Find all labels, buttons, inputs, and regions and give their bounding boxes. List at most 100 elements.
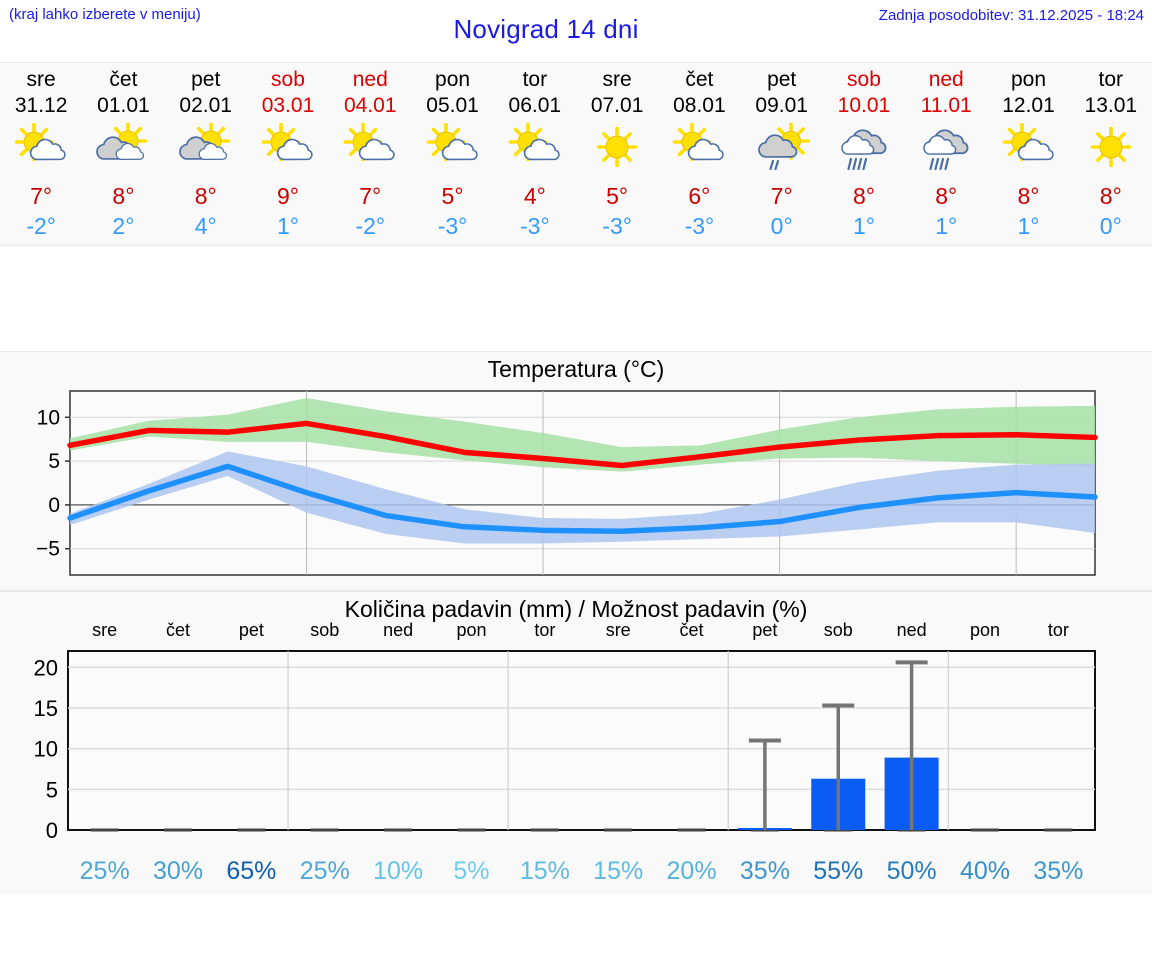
temperature-min: -3° [520,213,550,239]
sun-cloud-icon [411,121,493,175]
precipitation-day-label: čet [679,620,704,640]
spacer [0,246,1152,351]
day-date: 03.01 [261,94,315,117]
precipitation-chart-plot: 0 5 10 15 20 [0,645,1152,848]
svg-text:5: 5 [48,450,60,473]
sun-cloud-icon [987,121,1069,175]
temperature-min: 2° [112,213,135,239]
day-name: pet [191,68,221,91]
page-header: (kraj lahko izberete v meniju) Novigrad … [0,0,1152,62]
day-name: sob [847,68,881,91]
cloud-sun-icon [165,121,247,175]
svg-text:0: 0 [48,494,60,517]
precipitation-probability: 20% [666,856,717,885]
precipitation-chart-title: Količina padavin (mm) / Možnost padavin … [344,596,808,622]
precipitation-day-label: pet [238,620,264,640]
svg-text:10: 10 [34,737,58,762]
day-column[interactable]: sob 03.01 9° 1° [247,63,329,245]
svg-text:−5: −5 [36,538,60,561]
day-date: 05.01 [426,94,479,117]
precipitation-probability: 25% [79,856,130,885]
day-name: čet [109,68,138,91]
day-name: ned [928,68,964,91]
day-name: sre [602,68,632,91]
sun-cloud-icon [494,121,576,175]
temperature-max: 5° [606,183,629,209]
day-name: pon [435,68,471,91]
temperature-max: 5° [441,183,464,209]
day-name: pon [1010,68,1047,91]
svg-text:5: 5 [46,777,58,802]
day-column[interactable]: tor 13.01 8° 0° [1070,63,1152,245]
day-column[interactable]: pet 02.01 8° 4° [165,63,247,245]
day-column[interactable]: tor 06.01 4° -3° [494,63,576,245]
temperature-max: 8° [852,183,875,209]
day-date: 10.01 [837,94,891,117]
precipitation-day-label: sre [605,620,631,640]
precipitation-day-labels: sre čet pet sob ned pon tor sre čet pet sob ned pon t… [0,620,1152,641]
temperature-min: 1° [935,213,958,239]
day-column[interactable]: čet 08.01 6° -3° [658,63,740,245]
precipitation-probability: 50% [886,856,937,885]
day-date: 01.01 [97,94,150,117]
temperature-max: 7° [30,183,53,209]
precipitation-probability-row: 25% 30% 65% 25% 10% 5% 15% 15% 20% 35% 55% 50% 40% 35… [0,848,1152,894]
sun-cloud-rain-icon [741,121,823,175]
temperature-max: 9° [276,183,299,209]
temperature-max: 6° [688,183,711,209]
day-name: sob [271,68,305,91]
cloud-rain-icon [905,121,987,175]
temperature-min: 1° [852,213,875,239]
sun-icon [576,121,658,175]
temperature-max: 4° [523,183,546,209]
day-name: čet [685,68,714,91]
sun-cloud-icon [0,121,82,175]
cloud-rain-icon [823,121,905,175]
day-column[interactable]: sre 31.12 7° -2° [0,63,82,245]
svg-text:10: 10 [37,406,60,429]
temperature-max: 8° [1017,183,1040,209]
precipitation-probability: 10% [373,856,424,885]
day-date: 13.01 [1084,94,1138,117]
day-column[interactable]: čet 01.01 8° 2° [82,63,164,245]
precipitation-day-label: pet [752,620,778,640]
svg-text:0: 0 [46,818,58,843]
day-column[interactable]: ned 04.01 7° -2° [329,63,411,245]
temperature-min: 0° [1099,213,1122,239]
temperature-max: 7° [359,183,382,209]
precipitation-probability: 30% [153,856,204,885]
precipitation-probability: 15% [519,856,570,885]
temperature-max: 8° [935,183,958,209]
temperature-chart-plot: −5 0 5 10 [0,383,1152,588]
day-date: 08.01 [673,94,726,117]
temperature-max: 8° [1099,183,1122,209]
day-column[interactable]: pon 05.01 5° -3° [411,63,493,245]
temperature-min: -3° [437,213,468,239]
sun-cloud-icon [247,121,329,175]
precipitation-probability: 55% [813,856,864,885]
precipitation-probability: 40% [959,856,1011,885]
day-column[interactable]: ned 11.01 8° 1° [905,63,987,245]
day-column[interactable]: sob 10.01 8° 1° [823,63,905,245]
temperature-max: 8° [112,183,135,209]
temperature-min: -3° [684,213,715,239]
day-column[interactable]: pet 09.01 7° 0° [741,63,823,245]
cloud-sun-icon [82,121,164,175]
precipitation-day-label: ned [383,620,414,640]
temperature-min: -3° [602,213,632,239]
precipitation-probability: 5% [453,856,490,885]
day-date: 09.01 [755,94,808,117]
temperature-min: 1° [1017,213,1040,239]
precipitation-probability: 25% [299,856,350,885]
temperature-max: 8° [194,183,217,209]
sun-cloud-icon [658,121,740,175]
sun-icon [1070,121,1152,175]
day-column[interactable]: pon 12.01 8° 1° [987,63,1069,245]
svg-text:20: 20 [34,655,58,680]
day-column[interactable]: sre 07.01 5° -3° [576,63,658,245]
day-date: 06.01 [508,94,562,117]
precipitation-probability: 65% [226,856,277,885]
precipitation-probability: 15% [593,856,644,885]
